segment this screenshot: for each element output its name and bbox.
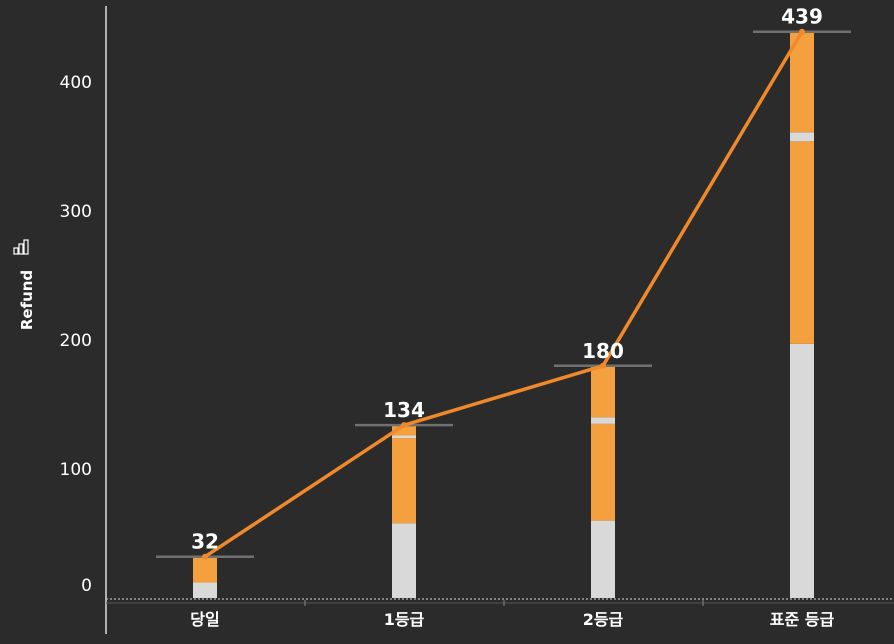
bar-segment (392, 438, 416, 524)
y-tick-label: 100 (60, 460, 92, 480)
bar-segment (392, 425, 416, 436)
category-label: 표준 등급 (770, 610, 835, 629)
y-axis-label: Refund (18, 270, 36, 330)
trend-point (600, 362, 606, 369)
y-tick-label: 400 (60, 73, 92, 93)
category-label: 1등급 (384, 610, 425, 629)
bar-segment (193, 582, 217, 598)
axes (105, 6, 894, 634)
bar-segment (591, 520, 615, 598)
bar-segment (392, 435, 416, 439)
bar-segment (790, 132, 814, 142)
trend-line-group (202, 28, 805, 560)
trend-point (799, 28, 805, 35)
bar-segment (193, 556, 217, 583)
bar-segment (790, 343, 814, 598)
y-tick-label: 0 (81, 576, 92, 596)
bar-segment (790, 141, 814, 344)
trend-point (401, 422, 407, 429)
total-label: 439 (781, 5, 823, 29)
bars (193, 31, 814, 598)
trend-line (203, 29, 804, 559)
labels: 0 100 200 300 400 Refund 32 134 180 439 당일 1등급 2등급 표준… (13, 5, 835, 629)
bar-segment (591, 423, 615, 521)
bar-segment (591, 417, 615, 424)
bar-chart-icon-bar (23, 239, 29, 255)
category-label: 당일 (190, 610, 219, 629)
total-label: 134 (383, 398, 425, 422)
y-tick-label: 200 (60, 331, 92, 351)
bar-chart-icon-bar (18, 243, 24, 255)
trend-point (202, 553, 208, 560)
bar-chart-icon (13, 239, 29, 255)
bar-segment (392, 523, 416, 598)
total-label: 180 (582, 339, 624, 363)
y-tick-label: 300 (60, 202, 92, 222)
bar-chart-icon-bar (13, 247, 19, 255)
category-label: 2등급 (583, 610, 624, 629)
total-label: 32 (191, 530, 219, 554)
bar-segment (591, 365, 615, 418)
total-markers (156, 30, 851, 558)
